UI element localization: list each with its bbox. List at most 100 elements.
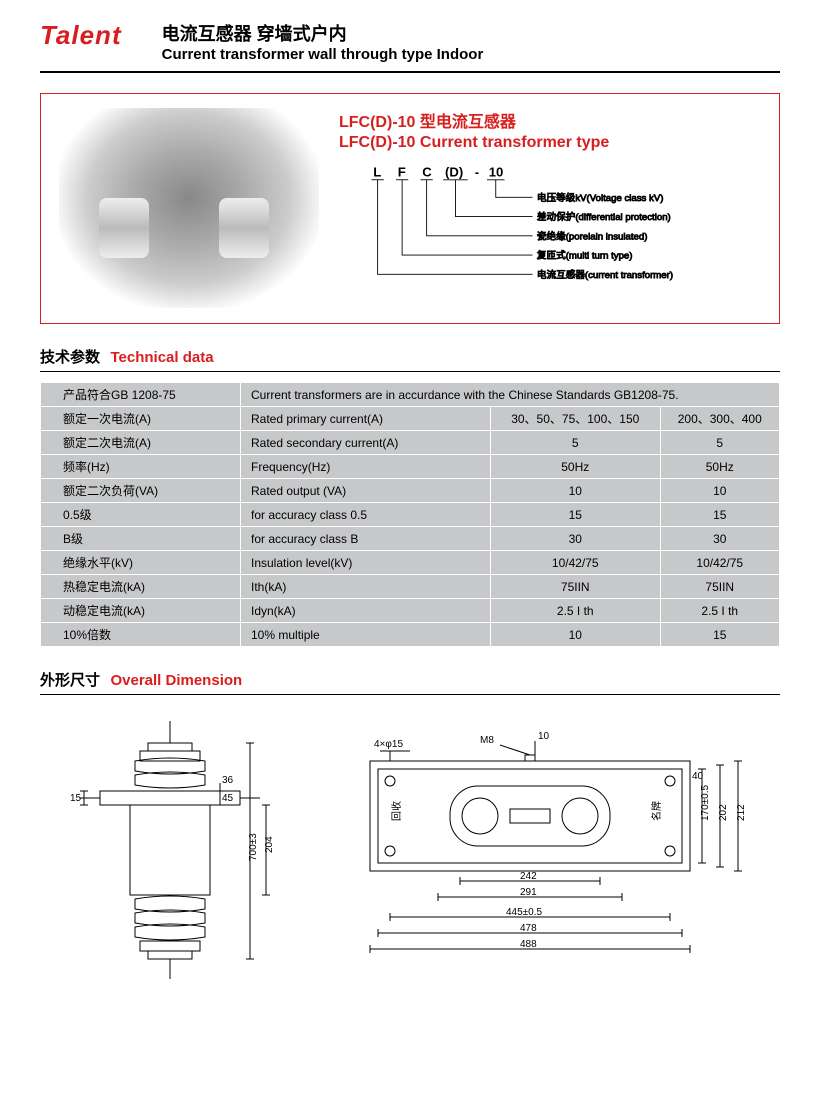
cell: 动稳定电流(kA) [41, 599, 241, 623]
dim-top-4phi15: 4×φ15 [374, 739, 403, 750]
dim-head-en: Overall Dimension [110, 672, 242, 689]
dim-top-202: 202 [718, 804, 729, 821]
decode-2: 瓷绝缘(porelain insulated) [537, 230, 648, 242]
model-decode: L F C (D) - 10 电压等级kV(Voltage class kV) … [339, 164, 761, 309]
table-row: 额定一次电流(A)Rated primary current(A)30、50、7… [41, 407, 780, 431]
cell: 产品符合GB 1208-75 [41, 383, 241, 407]
dim-side-15: 15 [70, 793, 82, 804]
dim-side-36: 36 [222, 775, 234, 786]
table-row: 0.5级for accuracy class 0.51515 [41, 503, 780, 527]
side-view-drawing: 15 36 45 204 700±3 [40, 721, 300, 981]
model-C: C [422, 164, 432, 179]
cell: Rated primary current(A) [241, 407, 491, 431]
cell: Idyn(kA) [241, 599, 491, 623]
cell: 0.5级 [41, 503, 241, 527]
cell: 30 [660, 527, 779, 551]
cell: 10 [660, 479, 779, 503]
header-divider [40, 71, 780, 73]
cell: 10/42/75 [660, 551, 779, 575]
decode-diagram: L F C (D) - 10 电压等级kV(Voltage class kV) … [339, 164, 761, 304]
dim-top-488: 488 [520, 939, 537, 950]
cell: 5 [491, 431, 661, 455]
cell: 额定一次电流(A) [41, 407, 241, 431]
cell: Rated secondary current(A) [241, 431, 491, 455]
cell: 50Hz [491, 455, 661, 479]
dim-top-478: 478 [520, 923, 537, 934]
table-row: 产品符合GB 1208-75Current transformers are i… [41, 383, 780, 407]
decode-4: 电流互感器(current transformer) [537, 269, 673, 281]
product-title-cn: LFC(D)-10 型电流互感器 [339, 108, 761, 132]
decode-3: 复匝式(multi turn type) [537, 250, 633, 262]
table-row: 额定二次负荷(VA)Rated output (VA)1010 [41, 479, 780, 503]
model-dash: - [475, 164, 479, 179]
dim-top-242: 242 [520, 871, 537, 882]
dim-side-700: 700±3 [248, 833, 259, 861]
tech-head-cn: 技术参数 [40, 349, 100, 366]
cell: 额定二次电流(A) [41, 431, 241, 455]
dim-side-45: 45 [222, 793, 234, 804]
cell: 75IIN [491, 575, 661, 599]
cell: 额定二次负荷(VA) [41, 479, 241, 503]
cell: 2.5 I th [660, 599, 779, 623]
cell: for accuracy class B [241, 527, 491, 551]
model-F: F [398, 164, 406, 179]
title-en: Current transformer wall through type In… [162, 46, 780, 63]
page-header: Talent 电流互感器 穿墙式户内 Current transformer w… [40, 20, 780, 63]
product-box: LFC(D)-10 型电流互感器 LFC(D)-10 Current trans… [40, 93, 780, 324]
product-info: LFC(D)-10 型电流互感器 LFC(D)-10 Current trans… [339, 108, 761, 309]
dim-top-445: 445±0.5 [506, 907, 543, 918]
table-row: 频率(Hz)Frequency(Hz)50Hz50Hz [41, 455, 780, 479]
cell: Rated output (VA) [241, 479, 491, 503]
model-D: (D) [445, 164, 463, 179]
dim-top-m8: M8 [480, 735, 494, 746]
cell: 10 [491, 479, 661, 503]
product-photo [59, 108, 319, 308]
dim-top-label1: 回收 [390, 801, 403, 821]
cell: 30、50、75、100、150 [491, 407, 661, 431]
cell: 15 [660, 503, 779, 527]
cell: 10 [491, 623, 661, 647]
cell: 30 [491, 527, 661, 551]
cell: 频率(Hz) [41, 455, 241, 479]
cell: 热稳定电流(kA) [41, 575, 241, 599]
model-10: 10 [489, 164, 504, 179]
cell: 10% multiple [241, 623, 491, 647]
table-row: 热稳定电流(kA)Ith(kA)75IIN75IIN [41, 575, 780, 599]
cell: B级 [41, 527, 241, 551]
dim-head-cn: 外形尺寸 [40, 672, 100, 689]
cell: Insulation level(kV) [241, 551, 491, 575]
cell: for accuracy class 0.5 [241, 503, 491, 527]
cell: 50Hz [660, 455, 779, 479]
dim-top-40: 40 [692, 771, 704, 782]
cell: 75IIN [660, 575, 779, 599]
dim-top-291: 291 [520, 887, 537, 898]
tech-head-en: Technical data [110, 349, 213, 366]
decode-1: 差动保护(differential protection) [537, 211, 671, 223]
dim-divider [40, 694, 780, 695]
cell: 5 [660, 431, 779, 455]
dim-side-204: 204 [264, 836, 275, 853]
cell: Frequency(Hz) [241, 455, 491, 479]
cell: 绝缘水平(kV) [41, 551, 241, 575]
product-title-en: LFC(D)-10 Current transformer type [339, 134, 761, 152]
dim-top-label2: 名牌 [650, 801, 663, 821]
cell: Current transformers are in accurdance w… [241, 383, 780, 407]
cell: 10/42/75 [491, 551, 661, 575]
cell: 10%倍数 [41, 623, 241, 647]
table-row: B级for accuracy class B3030 [41, 527, 780, 551]
table-row: 绝缘水平(kV)Insulation level(kV)10/42/7510/4… [41, 551, 780, 575]
cell: 200、300、400 [660, 407, 779, 431]
dim-top-10: 10 [538, 731, 550, 742]
tech-divider [40, 371, 780, 372]
section-dim-head: 外形尺寸 Overall Dimension [40, 669, 780, 690]
cell: 15 [660, 623, 779, 647]
model-L: L [373, 164, 381, 179]
table-row: 额定二次电流(A)Rated secondary current(A)55 [41, 431, 780, 455]
decode-0: 电压等级kV(Voltage class kV) [537, 192, 664, 204]
top-view-drawing: 4×φ15 M8 10 40 170±0.5 202 212 242 291 4… [330, 721, 760, 981]
cell: 15 [491, 503, 661, 527]
dimension-drawings: 15 36 45 204 700±3 [40, 721, 780, 981]
brand-logo: Talent [40, 20, 122, 51]
header-titles: 电流互感器 穿墙式户内 Current transformer wall thr… [162, 20, 780, 63]
tech-table: 产品符合GB 1208-75Current transformers are i… [40, 382, 780, 647]
